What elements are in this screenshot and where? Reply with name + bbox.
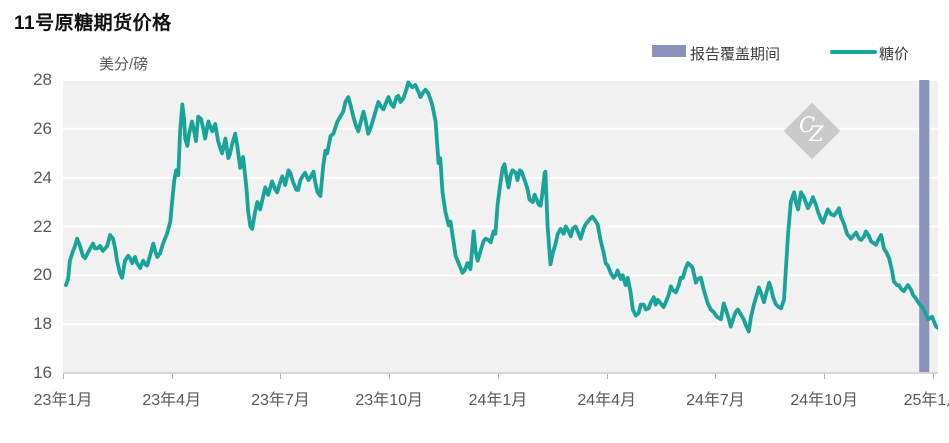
y-tick-label-22: 22 [33,216,52,236]
sugar-price-line [64,80,938,334]
watermark-letter-z: Z [809,122,824,146]
x-tick-mark-1 [171,374,173,379]
x-tick-mark-0 [63,374,64,379]
x-tick-label-1: 23年4月 [142,392,202,409]
x-tick-label-7: 24年10月 [790,392,858,409]
x-tick-mark-6 [715,374,717,379]
x-tick-label-3: 23年10月 [355,392,424,409]
x-tick-label-5: 24年4月 [577,392,637,409]
x-tick-label-6: 24年7月 [686,392,745,409]
x-axis-line [63,372,938,374]
x-tick-mark-8 [932,374,934,379]
chart-title: 11号原糖期货价格 [14,13,172,34]
x-tick-label-8: 25年1月 [903,392,949,409]
y-tick-label-24: 24 [33,167,52,187]
plot-area [63,80,938,373]
y-tick-label-20: 20 [33,265,52,285]
x-tick-mark-7 [824,374,826,379]
x-tick-mark-3 [389,374,391,379]
y-tick-label-26: 26 [33,118,52,138]
x-tick-mark-2 [280,374,282,379]
report-period-band [919,80,930,373]
y-tick-label-16: 16 [33,363,52,382]
y-axis-unit-label: 美分/磅 [99,56,149,73]
x-tick-mark-5 [606,374,608,379]
sugar-price-line-swatch [830,50,877,54]
y-tick-label-18: 18 [33,314,52,334]
legend-label-report-period: 报告覆盖期间 [690,46,781,63]
watermark-letter-c: C [799,113,816,137]
x-tick-label-2: 23年7月 [251,392,310,409]
y-tick-label-28: 28 [33,70,52,89]
x-tick-label-4: 24年1月 [468,392,528,409]
x-tick-mark-4 [497,374,499,379]
report-period-band-swatch [652,45,686,57]
x-tick-label-0: 23年1月 [33,392,93,409]
legend-label-sugar-price: 糖价 [879,46,910,63]
